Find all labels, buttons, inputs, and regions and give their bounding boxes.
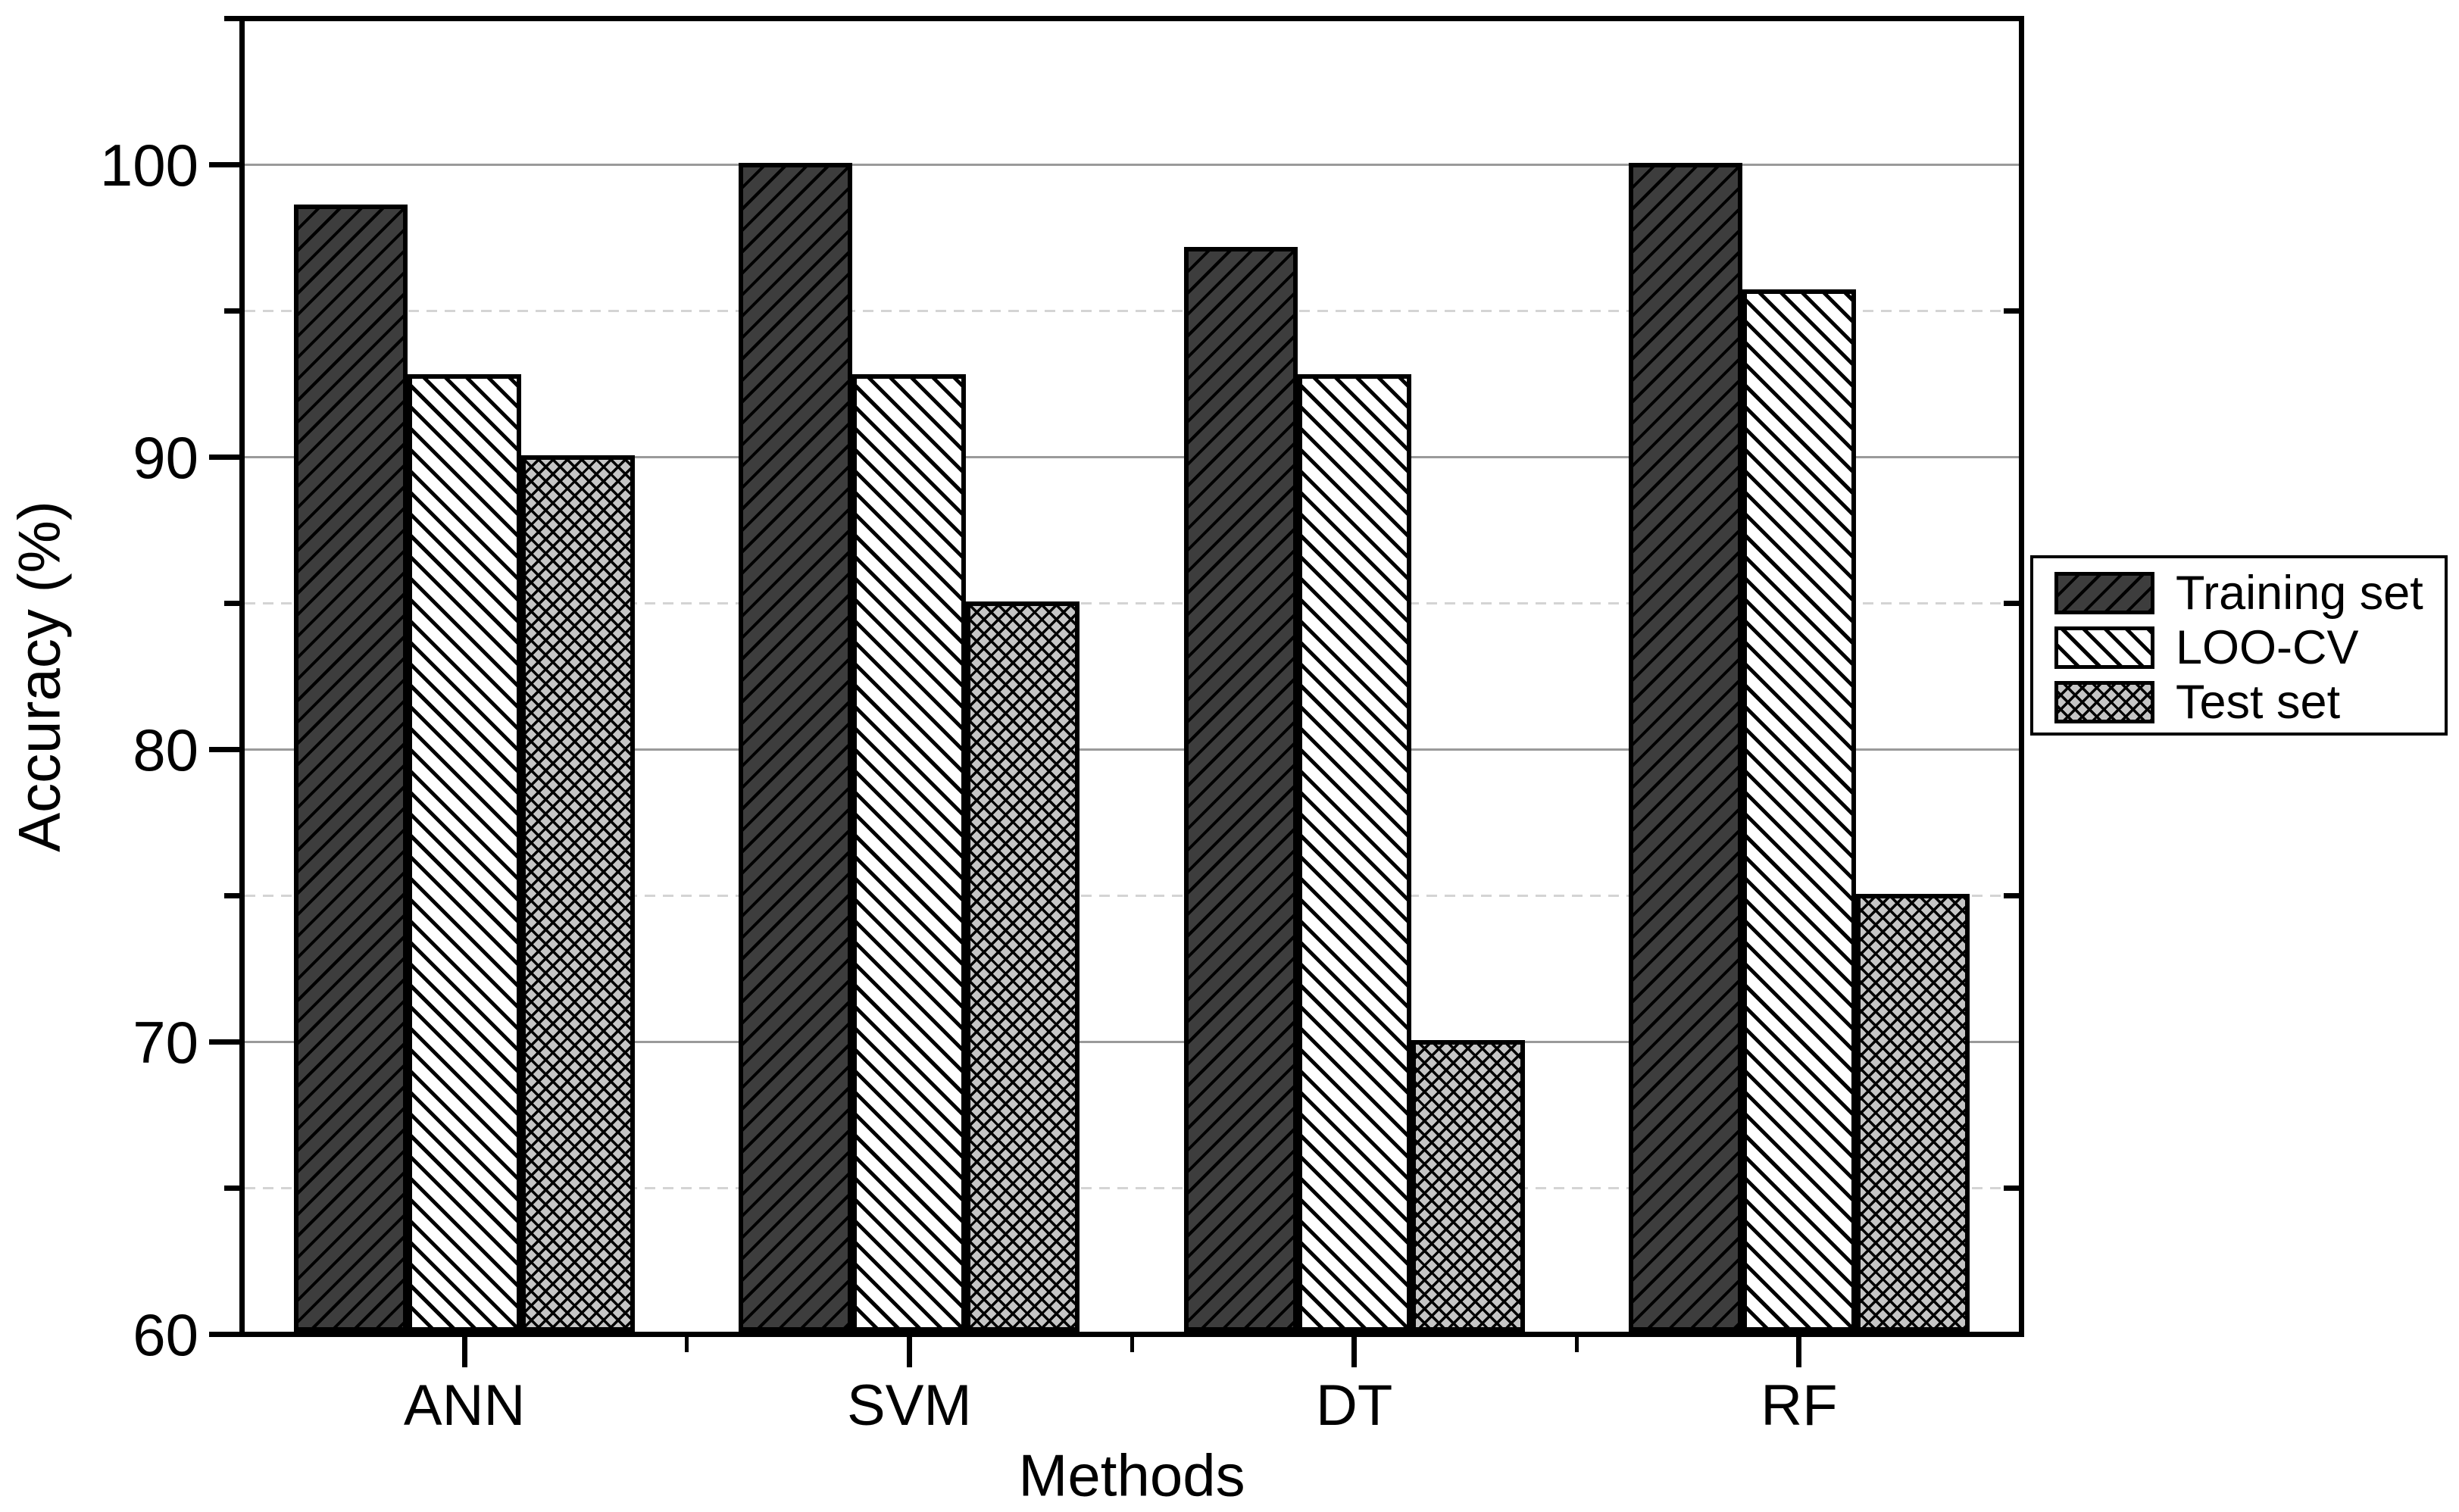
y-axis-tick-label-60: 60 bbox=[133, 1301, 198, 1368]
tick-x-svm bbox=[906, 1337, 912, 1367]
bar-rf-test-set bbox=[1855, 893, 1970, 1332]
bar-rf-training-set bbox=[1628, 162, 1742, 1332]
y-axis-tick-label-90: 90 bbox=[133, 423, 198, 491]
bar-dt-training-set bbox=[1183, 247, 1298, 1332]
bar-ann-training-set bbox=[294, 205, 408, 1332]
legend-row-test-set: Test set bbox=[2054, 675, 2437, 729]
tick-x-ann bbox=[461, 1337, 467, 1367]
tick-x-minor-boundary-3 bbox=[1574, 1337, 1579, 1352]
tick-y-minor-95 bbox=[224, 308, 239, 314]
tick-y-80 bbox=[209, 747, 239, 752]
tick-x-minor-boundary-1 bbox=[685, 1337, 689, 1352]
tick-y-90 bbox=[209, 455, 239, 460]
gridline-minor-85 bbox=[245, 602, 2019, 604]
training-set-swatch-icon bbox=[2054, 572, 2154, 614]
tick-x-rf bbox=[1796, 1337, 1802, 1367]
bar-svm-loo-cv bbox=[852, 374, 967, 1332]
legend-label-test-set: Test set bbox=[2176, 676, 2341, 729]
tick-y-minor-65 bbox=[224, 1186, 239, 1191]
gridline-major-80 bbox=[245, 748, 2019, 751]
tick-y-100 bbox=[209, 162, 239, 167]
x-axis-title: Methods bbox=[1018, 1442, 1245, 1509]
bar-dt-loo-cv bbox=[1297, 374, 1411, 1332]
gridline-minor-65 bbox=[245, 1187, 2019, 1189]
legend-label-loo-cv: LOO-CV bbox=[2176, 621, 2359, 674]
legend-row-training-set: Training set bbox=[2054, 566, 2437, 620]
x-axis-tick-label-ann: ANN bbox=[403, 1373, 526, 1438]
y-axis-title: Accuracy (%) bbox=[5, 501, 73, 852]
bar-svm-training-set bbox=[739, 162, 853, 1332]
bar-ann-loo-cv bbox=[408, 374, 522, 1332]
legend-row-loo-cv: LOO-CV bbox=[2054, 620, 2437, 675]
bar-ann-test-set bbox=[521, 455, 636, 1332]
tick-y-60 bbox=[209, 1332, 239, 1337]
gridline-major-70 bbox=[245, 1041, 2019, 1043]
bar-dt-test-set bbox=[1411, 1039, 1525, 1332]
gridline-major-100 bbox=[245, 164, 2019, 166]
legend: Training set LOO-CV Test set bbox=[2030, 555, 2448, 736]
y-axis-tick-label-80: 80 bbox=[133, 716, 198, 783]
tick-y-105 bbox=[224, 16, 239, 21]
tick-y-70 bbox=[209, 1039, 239, 1045]
tick-y-right-minor-85 bbox=[2004, 601, 2019, 606]
legend-label-training-set: Training set bbox=[2176, 567, 2423, 620]
tick-x-minor-boundary-2 bbox=[1130, 1337, 1134, 1352]
tick-x-dt bbox=[1351, 1337, 1358, 1367]
y-axis-tick-label-100: 100 bbox=[99, 131, 198, 198]
tick-y-minor-75 bbox=[224, 893, 239, 898]
x-axis-tick-label-dt: DT bbox=[1315, 1373, 1393, 1438]
tick-y-minor-85 bbox=[224, 601, 239, 606]
tick-y-right-minor-95 bbox=[2004, 308, 2019, 314]
y-axis-tick-label-70: 70 bbox=[133, 1008, 198, 1076]
tick-y-right-minor-65 bbox=[2004, 1186, 2019, 1191]
gridline-major-90 bbox=[245, 456, 2019, 458]
x-axis-tick-label-svm: SVM bbox=[847, 1373, 972, 1438]
bar-svm-test-set bbox=[966, 601, 1080, 1332]
tick-y-right-minor-75 bbox=[2004, 893, 2019, 898]
gridline-minor-75 bbox=[245, 895, 2019, 897]
bar-rf-loo-cv bbox=[1742, 289, 1856, 1332]
gridline-minor-95 bbox=[245, 310, 2019, 312]
x-axis-tick-label-rf: RF bbox=[1761, 1373, 1838, 1438]
loo-cv-swatch-icon bbox=[2054, 626, 2154, 669]
test-set-swatch-icon bbox=[2054, 681, 2154, 723]
